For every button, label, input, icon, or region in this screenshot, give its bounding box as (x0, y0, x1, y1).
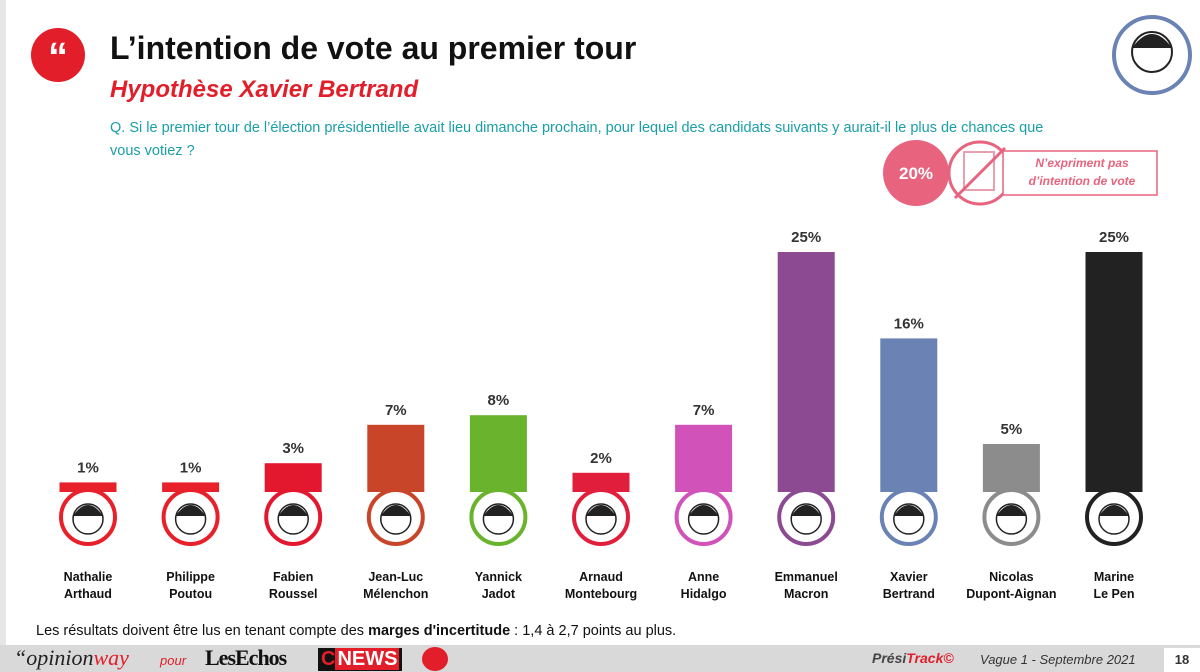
note-text: Les résultats doivent être lus en tenant… (36, 623, 369, 639)
bar (367, 424, 425, 492)
logo-part: NEWS (335, 648, 400, 670)
logo-part: C (321, 648, 336, 670)
bar (264, 463, 322, 492)
abstention-text: d’intention de vote (1029, 174, 1136, 188)
bar (162, 482, 220, 492)
bar (59, 482, 117, 492)
candidate-hair (688, 505, 719, 516)
question: Q. Si le premier tour de l’élection prés… (110, 120, 1044, 159)
logo-part: “opinion (14, 645, 94, 670)
note-text: : 1,4 à 2,7 points au plus. (510, 623, 677, 639)
x-tick-label: Yannick Jadot (475, 570, 522, 601)
value-label: 2% (590, 450, 612, 467)
value-label: 1% (77, 459, 99, 476)
page-number: 18 (1164, 648, 1200, 672)
value-label: 7% (693, 402, 715, 419)
logo-cnews: C NEWS (318, 648, 403, 671)
candidate-hair (996, 505, 1027, 516)
logo-part: Track© (906, 650, 954, 666)
value-label: 7% (385, 402, 407, 419)
slash (953, 146, 1007, 200)
candidate-hair (791, 505, 822, 516)
candidate-hair (483, 505, 514, 516)
note-bold: marges d'incertitude (368, 623, 511, 639)
ballot-icon (963, 151, 995, 191)
candidate-hair (278, 505, 309, 516)
bar (880, 338, 938, 492)
value-label: 1% (180, 459, 202, 476)
x-tick-label: Marine Le Pen (1094, 570, 1135, 601)
bar (469, 415, 527, 492)
logo-part: Prési (872, 650, 907, 666)
candidate-hair (893, 505, 924, 516)
quote-mark: “ (48, 35, 68, 79)
x-tick-label: Nicolas Dupont-Aignan (966, 570, 1056, 601)
abstention-badge (883, 140, 949, 206)
pour: pour (160, 653, 187, 668)
x-tick-label: Nathalie Arthaud (64, 570, 113, 601)
candidate-hair (586, 505, 616, 516)
note: Les résultats doivent être lus en tenant… (36, 623, 676, 639)
candidate-hair (380, 505, 411, 516)
value-label: 25% (1099, 229, 1129, 246)
candidate-hair (175, 505, 206, 516)
wave: Vague 1 - Septembre 2021 (980, 652, 1136, 667)
value-label: 5% (1001, 421, 1023, 438)
bar (572, 472, 630, 492)
bar (1085, 252, 1143, 492)
value-label: 25% (791, 229, 821, 246)
value-label: 8% (488, 392, 510, 409)
value-label: 16% (894, 315, 924, 332)
subtitle: Hypothèse Xavier Bertrand (110, 76, 419, 103)
logo-part: way (93, 645, 129, 670)
logo-opinionway: “opinionway (14, 645, 129, 671)
x-tick-label: Fabien Roussel (269, 570, 318, 601)
abstention-value: 20% (899, 164, 933, 183)
x-tick-label: Emmanuel Macron (775, 570, 838, 601)
candidate-hair (1099, 505, 1129, 516)
quote-icon (31, 28, 85, 82)
x-tick-label: Arnaud Montebourg (565, 570, 637, 601)
logo-presitrack: PrésiTrack© (872, 650, 954, 666)
bar (675, 424, 733, 492)
footer (0, 645, 1200, 672)
abstention-box (1002, 150, 1158, 196)
abstention-text: N’expriment pas (1035, 156, 1129, 170)
title: L’intention de vote au premier tour (110, 30, 637, 66)
value-label: 3% (282, 440, 304, 457)
side-strip (0, 0, 6, 645)
x-tick-label: Xavier Bertrand (883, 570, 935, 601)
portrait-hair (1132, 34, 1172, 48)
x-tick-label: Philippe Poutou (166, 570, 215, 601)
candidate-hair (73, 505, 103, 516)
x-tick-label: Anne Hidalgo (681, 570, 727, 601)
x-tick-label: Jean-Luc Mélenchon (363, 570, 428, 601)
bar (982, 444, 1040, 492)
bar (777, 252, 835, 492)
logo-lesechos: LesEchos (205, 645, 287, 670)
logo-round (422, 647, 448, 671)
